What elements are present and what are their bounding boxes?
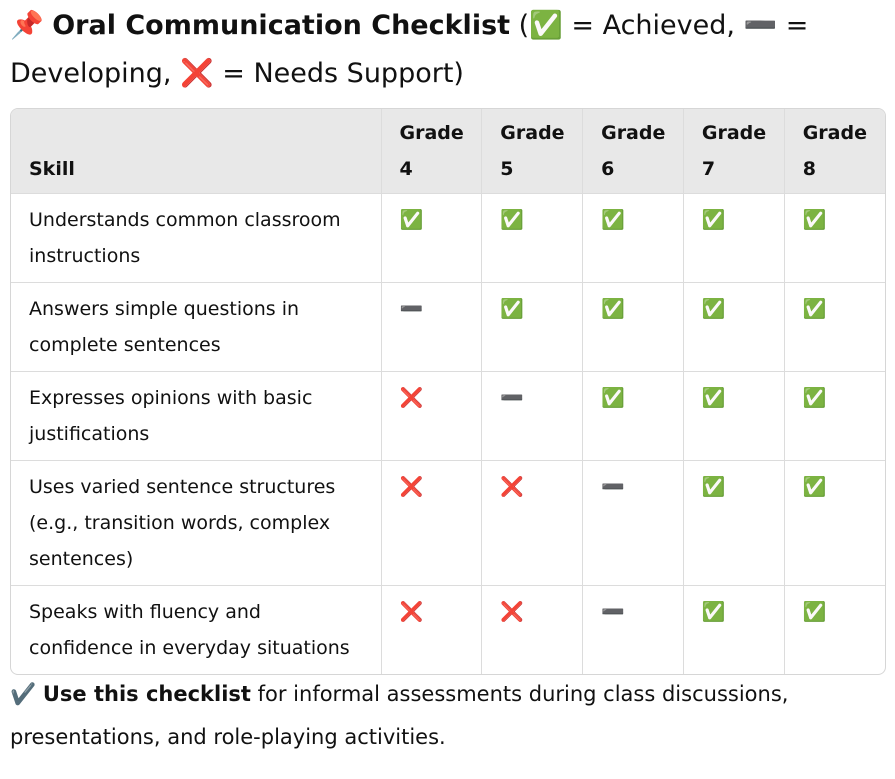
status-cell: ✅ <box>682 585 785 674</box>
skill-cell: Expresses opinions with basic justificat… <box>11 371 381 461</box>
header-row: Skill Grade 4 Grade 5 Grade 6 Grade 7 Grade 8 <box>11 109 885 194</box>
table-row: Speaks with fluency and confidence in ev… <box>11 585 885 674</box>
title: 📌 Oral Communication Checklist (✅ = Achi… <box>10 2 880 98</box>
table-row: Expresses opinions with basic justificat… <box>11 371 885 461</box>
status-cell: ➖ <box>582 460 684 586</box>
status-cell: ❌ <box>481 460 583 586</box>
status-cell: ❌ <box>380 460 482 586</box>
title-icon: 📌 <box>10 10 44 41</box>
status-cell: ❌ <box>481 585 583 674</box>
column-header: Grade 8 <box>783 109 885 194</box>
status-cell: ✅ <box>682 282 785 372</box>
column-header: Skill <box>11 109 381 194</box>
column-header: Grade 7 <box>682 109 785 194</box>
status-cell: ➖ <box>380 282 482 372</box>
title-text: Oral Communication Checklist <box>52 10 511 41</box>
column-header: Grade 5 <box>481 109 583 194</box>
status-cell: ✅ <box>783 371 885 461</box>
footer-text: for informal assessments during class di… <box>10 682 789 749</box>
status-cell: ✅ <box>783 193 885 283</box>
status-cell: ✅ <box>582 282 684 372</box>
status-cell: ✅ <box>481 193 583 283</box>
skill-cell: Uses varied sentence structures (e.g., t… <box>11 460 381 586</box>
status-cell: ✅ <box>481 282 583 372</box>
status-cell: ✅ <box>582 371 684 461</box>
legend: (✅ = Achieved, ➖ = Developing, ❌ = Needs… <box>10 10 809 89</box>
status-cell: ❌ <box>380 371 482 461</box>
status-cell: ✅ <box>783 282 885 372</box>
status-cell: ✅ <box>682 193 785 283</box>
skill-cell: Answers simple questions in complete sen… <box>11 282 381 372</box>
column-header: Grade 4 <box>380 109 482 194</box>
status-cell: ✅ <box>682 460 785 586</box>
table-row: Uses varied sentence structures (e.g., t… <box>11 460 885 586</box>
status-cell: ✅ <box>582 193 684 283</box>
table-row: Understands common classroom instruction… <box>11 193 885 283</box>
skill-cell: Understands common classroom instruction… <box>11 193 381 283</box>
status-cell: ➖ <box>481 371 583 461</box>
column-header: Grade 6 <box>582 109 684 194</box>
table-body: Understands common classroom instruction… <box>11 193 885 674</box>
skill-cell: Speaks with fluency and confidence in ev… <box>11 585 381 674</box>
status-cell: ✅ <box>783 460 885 586</box>
table-row: Answers simple questions in complete sen… <box>11 282 885 372</box>
status-cell: ➖ <box>582 585 684 674</box>
status-cell: ✅ <box>783 585 885 674</box>
table-container: Skill Grade 4 Grade 5 Grade 6 Grade 7 Grade 8… <box>10 108 886 675</box>
status-cell: ✅ <box>682 371 785 461</box>
footer: ✔️ Use this checklist for informal asses… <box>10 673 880 759</box>
footer-lead: Use this checklist <box>42 682 251 706</box>
footer-icon: ✔️ <box>10 682 37 706</box>
status-cell: ✅ <box>380 193 482 283</box>
checklist-table: Skill Grade 4 Grade 5 Grade 6 Grade 7 Grade 8… <box>11 109 885 674</box>
status-cell: ❌ <box>380 585 482 674</box>
